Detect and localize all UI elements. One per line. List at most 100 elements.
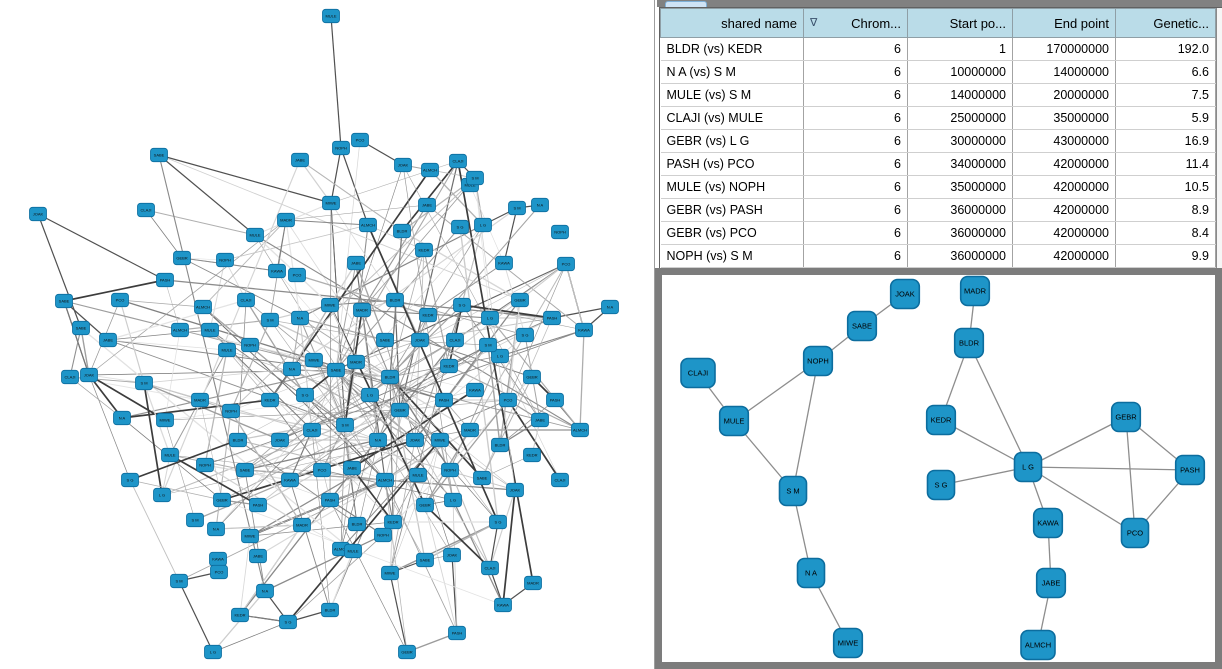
network-node[interactable]: GEBR: [391, 402, 409, 418]
network-node[interactable]: MULE: [246, 227, 264, 243]
network-node[interactable]: MADR: [277, 212, 295, 228]
table-row[interactable]: GEBR (vs) PASH 6 36000000 42000000 8.9: [660, 198, 1216, 222]
network-node[interactable]: BLDR: [229, 432, 247, 448]
network-node[interactable]: PCO: [313, 462, 331, 478]
network-node[interactable]: JOAK: [80, 367, 98, 383]
network-node-bldr[interactable]: BLDR: [953, 327, 985, 359]
network-node[interactable]: JABE: [99, 332, 117, 348]
network-node[interactable]: S G: [121, 472, 139, 488]
table-row[interactable]: MULE (vs) NOPH 6 35000000 42000000 10.5: [660, 175, 1216, 199]
network-node[interactable]: S G: [489, 514, 507, 530]
network-node[interactable]: KEDR: [231, 607, 249, 623]
network-node[interactable]: JOAK: [394, 157, 412, 173]
filter-icon[interactable]: ∇: [810, 16, 818, 29]
network-node[interactable]: KAWA: [575, 322, 593, 338]
network-node[interactable]: CLAJI: [551, 472, 569, 488]
network-node[interactable]: CLAJI: [237, 292, 255, 308]
network-node[interactable]: S G: [296, 387, 314, 403]
network-node[interactable]: MADR: [293, 517, 311, 533]
network-node[interactable]: S M: [479, 337, 497, 353]
network-node[interactable]: PASH: [435, 392, 453, 408]
network-node[interactable]: JOAK: [443, 547, 461, 563]
network-node[interactable]: PASH: [546, 392, 564, 408]
network-node[interactable]: PCO: [210, 564, 228, 580]
network-node[interactable]: MIWE: [305, 352, 323, 368]
network-node[interactable]: JABE: [343, 460, 361, 476]
network-node[interactable]: CLAJI: [303, 422, 321, 438]
network-node[interactable]: S M: [170, 573, 188, 589]
network-node[interactable]: GEBR: [416, 497, 434, 513]
network-node[interactable]: JABE: [347, 255, 365, 271]
network-node-pco[interactable]: PCO: [1120, 517, 1150, 549]
network-node[interactable]: NOPH: [216, 252, 234, 268]
table-row[interactable]: NOPH (vs) S M 6 36000000 42000000 9.9: [660, 244, 1216, 268]
network-node[interactable]: KAWA: [268, 263, 286, 279]
network-node[interactable]: KEDR: [384, 514, 402, 530]
detail-network-panel[interactable]: JOAK SABE NOPH CLAJI MULE S M N A MIWE MADR BLDR K…: [655, 268, 1222, 669]
network-node[interactable]: S M: [261, 312, 279, 328]
network-node[interactable]: S G: [279, 614, 297, 630]
network-node-n-a[interactable]: N A: [796, 557, 826, 589]
network-node[interactable]: JABE: [249, 548, 267, 564]
network-node[interactable]: MULE: [218, 342, 236, 358]
network-node[interactable]: KEDR: [415, 242, 433, 258]
network-node[interactable]: KAWA: [209, 551, 227, 567]
network-node[interactable]: NOPH: [551, 224, 569, 240]
network-node[interactable]: SABE: [473, 470, 491, 486]
network-node[interactable]: ALMCH: [171, 322, 189, 338]
network-node[interactable]: CLAJI: [137, 202, 155, 218]
network-node[interactable]: SABE: [72, 320, 90, 336]
network-node[interactable]: MULE: [409, 467, 427, 483]
network-node[interactable]: ALMCH: [421, 162, 439, 178]
network-node[interactable]: MIWE: [381, 565, 399, 581]
network-node[interactable]: L G: [204, 644, 222, 660]
network-node[interactable]: MIWE: [431, 432, 449, 448]
network-node[interactable]: SABE: [150, 147, 168, 163]
network-node[interactable]: BLDR: [393, 223, 411, 239]
network-node[interactable]: N A: [283, 361, 301, 377]
column-header-genetic[interactable]: Genetic...: [1115, 8, 1216, 38]
network-node[interactable]: MADR: [353, 302, 371, 318]
table-scrollbar[interactable]: [1216, 8, 1222, 268]
network-node[interactable]: CLAJI: [446, 332, 464, 348]
network-node[interactable]: CLAJI: [481, 560, 499, 576]
network-node-kedr[interactable]: KEDR: [925, 404, 957, 436]
network-node[interactable]: JOAK: [506, 482, 524, 498]
network-node[interactable]: N A: [531, 197, 549, 213]
network-node[interactable]: SABE: [376, 332, 394, 348]
network-node-sabe[interactable]: SABE: [846, 310, 878, 342]
network-node[interactable]: N A: [601, 299, 619, 315]
network-node[interactable]: GEBR: [523, 369, 541, 385]
network-node[interactable]: PASH: [156, 272, 174, 288]
network-node-jabe[interactable]: JABE: [1035, 567, 1067, 599]
network-node[interactable]: JOAK: [29, 206, 47, 222]
network-node[interactable]: PCO: [351, 132, 369, 148]
network-node-claji[interactable]: CLAJI: [680, 357, 716, 389]
network-node[interactable]: SABE: [327, 362, 345, 378]
network-node[interactable]: PCO: [499, 392, 517, 408]
network-node[interactable]: S G: [451, 219, 469, 235]
network-node[interactable]: JOAK: [406, 432, 424, 448]
network-node[interactable]: MULE: [201, 322, 219, 338]
column-header-chromosome[interactable]: ∇ Chrom...: [803, 8, 908, 38]
network-node[interactable]: NOPH: [222, 403, 240, 419]
network-node-kawa[interactable]: KAWA: [1032, 507, 1064, 539]
network-node[interactable]: PCO: [557, 256, 575, 272]
network-node[interactable]: S G: [516, 327, 534, 343]
table-row[interactable]: GEBR (vs) PCO 6 36000000 42000000 8.4: [660, 221, 1216, 245]
network-node[interactable]: S G: [453, 297, 471, 313]
network-node[interactable]: CLAJI: [449, 153, 467, 169]
network-node[interactable]: ALMCH: [359, 217, 377, 233]
network-node[interactable]: NOPH: [374, 527, 392, 543]
network-node[interactable]: JABE: [418, 197, 436, 213]
network-node-l-g[interactable]: L G: [1013, 451, 1043, 483]
network-node[interactable]: MIWE: [321, 297, 339, 313]
network-node[interactable]: N A: [256, 583, 274, 599]
network-node[interactable]: L G: [361, 387, 379, 403]
network-node-gebr[interactable]: GEBR: [1110, 401, 1142, 433]
network-node[interactable]: MADR: [524, 575, 542, 591]
network-node[interactable]: SABE: [55, 293, 73, 309]
network-node[interactable]: KAWA: [281, 472, 299, 488]
network-node-mule[interactable]: MULE: [718, 405, 750, 437]
network-node[interactable]: S M: [508, 200, 526, 216]
